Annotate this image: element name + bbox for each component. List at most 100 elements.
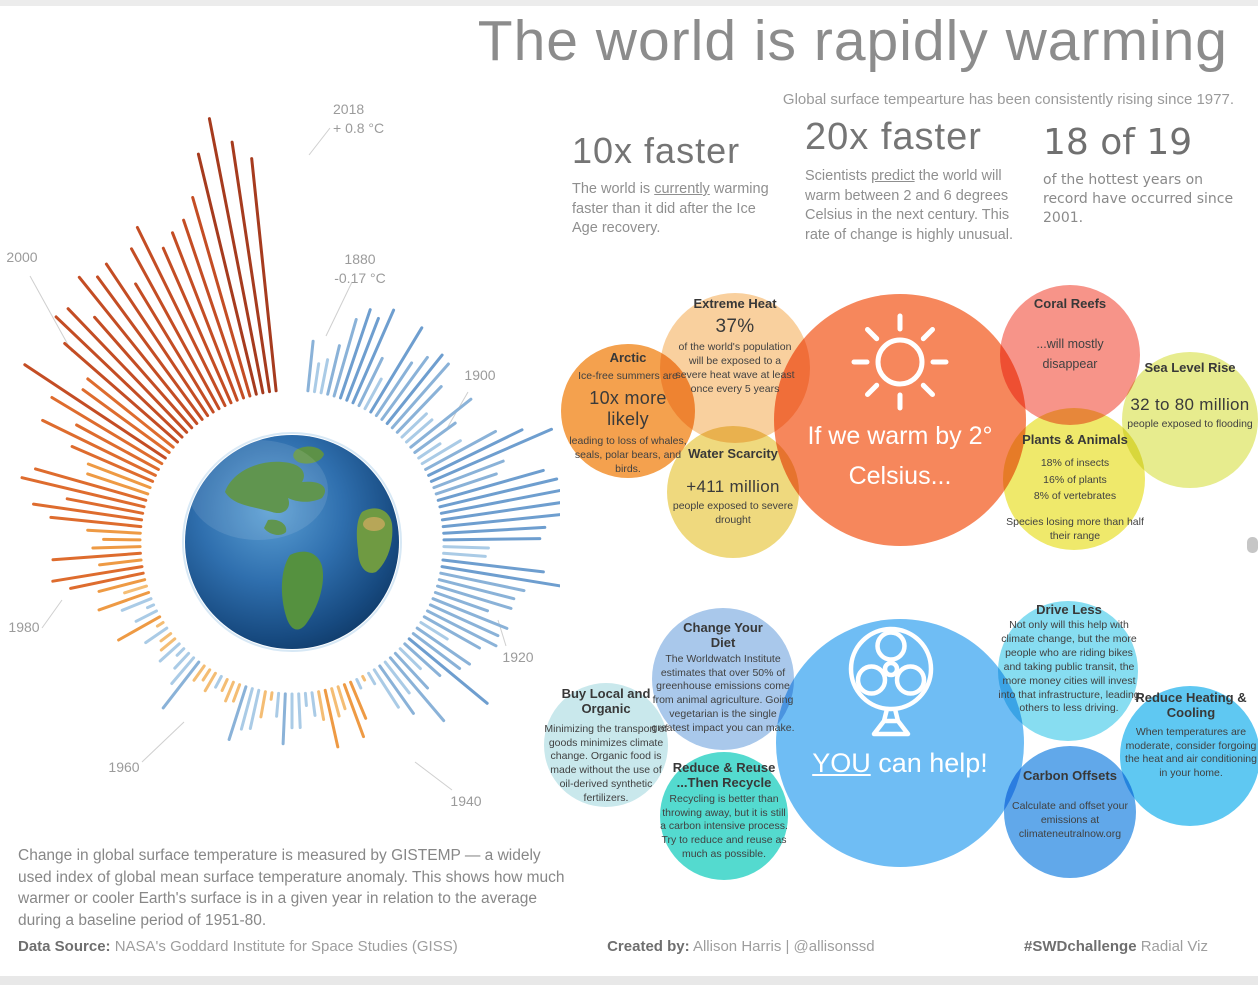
bar-1927[interactable] — [415, 626, 471, 666]
bar-1923[interactable] — [428, 603, 500, 638]
bar-1880[interactable] — [306, 339, 315, 393]
bar-1951[interactable] — [275, 691, 281, 718]
bar-1953[interactable] — [259, 690, 267, 719]
bar-1983[interactable] — [51, 551, 142, 562]
bar-2018[interactable] — [250, 157, 278, 393]
bar-1911[interactable] — [441, 513, 560, 529]
bar-2017[interactable] — [230, 140, 271, 394]
bar-1914[interactable] — [442, 545, 490, 550]
bar-1984[interactable] — [91, 545, 142, 550]
radial-bars[interactable] — [20, 117, 560, 749]
bar-1999[interactable] — [81, 388, 171, 454]
bar-1977[interactable] — [97, 591, 151, 612]
bar-1931[interactable] — [398, 647, 422, 671]
bar-1974[interactable] — [134, 609, 158, 623]
bar-1936[interactable] — [372, 668, 400, 709]
bar-1896[interactable] — [400, 412, 428, 439]
bubble-help-center[interactable] — [776, 619, 1024, 867]
bar-1970[interactable] — [159, 632, 173, 643]
scrollbar-thumb[interactable] — [1247, 537, 1258, 553]
bar-1924[interactable] — [426, 609, 498, 648]
bar-1992[interactable] — [86, 472, 150, 496]
bar-1985[interactable] — [102, 537, 142, 542]
bar-1979[interactable] — [97, 578, 147, 593]
bar-1988[interactable] — [32, 502, 144, 522]
bar-1975[interactable] — [146, 603, 156, 610]
bar-2003[interactable] — [66, 307, 189, 434]
bar-1993[interactable] — [86, 462, 152, 490]
bubble-warm-center[interactable] — [774, 294, 1026, 546]
bubble-drive-less[interactable] — [998, 601, 1138, 741]
bar-1928[interactable] — [411, 632, 462, 670]
bubble-arctic[interactable] — [561, 344, 695, 478]
bar-1962[interactable] — [201, 668, 212, 682]
bar-1990[interactable] — [20, 476, 146, 509]
bar-1920[interactable] — [436, 584, 513, 610]
bar-1889[interactable] — [363, 377, 383, 411]
bar-1987[interactable] — [49, 515, 143, 529]
bubble-carbon-offsets[interactable] — [1004, 746, 1136, 878]
bar-1917[interactable] — [440, 565, 560, 588]
bar-1912[interactable] — [442, 525, 547, 535]
bar-1982[interactable] — [98, 558, 143, 567]
bar-2000[interactable] — [86, 377, 175, 449]
bar-1965[interactable] — [170, 656, 196, 685]
bar-1905[interactable] — [432, 459, 505, 490]
bar-2012[interactable] — [171, 231, 239, 402]
bar-1994[interactable] — [70, 445, 155, 483]
bubble-coral-reefs[interactable] — [1000, 285, 1140, 425]
bar-2005[interactable] — [77, 275, 199, 425]
bar-1998[interactable] — [23, 363, 167, 460]
bar-2004[interactable] — [93, 315, 194, 430]
bar-1932[interactable] — [393, 651, 429, 690]
bar-1942[interactable] — [336, 685, 347, 711]
bar-1991[interactable] — [34, 467, 148, 502]
bar-2011[interactable] — [161, 246, 233, 405]
bubble-plants-animals[interactable] — [1003, 408, 1145, 550]
bar-1907[interactable] — [436, 468, 545, 502]
bar-1892[interactable] — [380, 355, 429, 421]
bar-2010[interactable] — [135, 226, 227, 408]
bar-1952[interactable] — [269, 691, 274, 701]
bar-1963[interactable] — [192, 664, 206, 682]
bar-1981[interactable] — [51, 565, 144, 583]
bar-1940[interactable] — [349, 680, 368, 720]
bar-2009[interactable] — [130, 247, 221, 411]
bar-2001[interactable] — [63, 342, 179, 444]
bar-1957[interactable] — [232, 683, 242, 703]
bar-1986[interactable] — [86, 528, 142, 535]
bubble-sea-level-rise[interactable] — [1122, 352, 1258, 488]
bar-1887[interactable] — [351, 308, 396, 405]
bar-1890[interactable] — [369, 326, 424, 414]
bar-1893[interactable] — [385, 353, 444, 425]
bar-1973[interactable] — [117, 615, 162, 642]
bar-1959[interactable] — [220, 678, 229, 692]
bar-1922[interactable] — [431, 597, 509, 630]
bar-1926[interactable] — [419, 621, 449, 641]
bar-1976[interactable] — [120, 597, 153, 612]
bar-1971[interactable] — [144, 626, 169, 645]
bubble-reduce-heating[interactable] — [1120, 686, 1258, 826]
bubble-reduce-reuse[interactable] — [660, 752, 788, 880]
bar-2014[interactable] — [191, 196, 252, 398]
bar-1964[interactable] — [161, 660, 201, 710]
bar-1888[interactable] — [357, 356, 384, 408]
bar-2006[interactable] — [96, 275, 204, 421]
bar-1919[interactable] — [437, 578, 516, 601]
bar-1941[interactable] — [342, 683, 365, 739]
bar-1908[interactable] — [438, 477, 559, 509]
bar-1901[interactable] — [420, 439, 462, 466]
bar-1958[interactable] — [224, 680, 235, 703]
bar-1947[interactable] — [303, 691, 308, 707]
bar-1904[interactable] — [429, 427, 553, 483]
bar-1921[interactable] — [433, 591, 489, 613]
bar-1943[interactable] — [330, 687, 341, 718]
bar-1918[interactable] — [439, 571, 526, 593]
bar-1935[interactable] — [378, 664, 415, 715]
bar-1930[interactable] — [403, 642, 442, 677]
bar-1895[interactable] — [395, 385, 443, 434]
bar-2007[interactable] — [104, 262, 210, 418]
bar-1950[interactable] — [281, 692, 287, 746]
bar-1898[interactable] — [409, 397, 473, 449]
bar-1997[interactable] — [50, 396, 164, 466]
